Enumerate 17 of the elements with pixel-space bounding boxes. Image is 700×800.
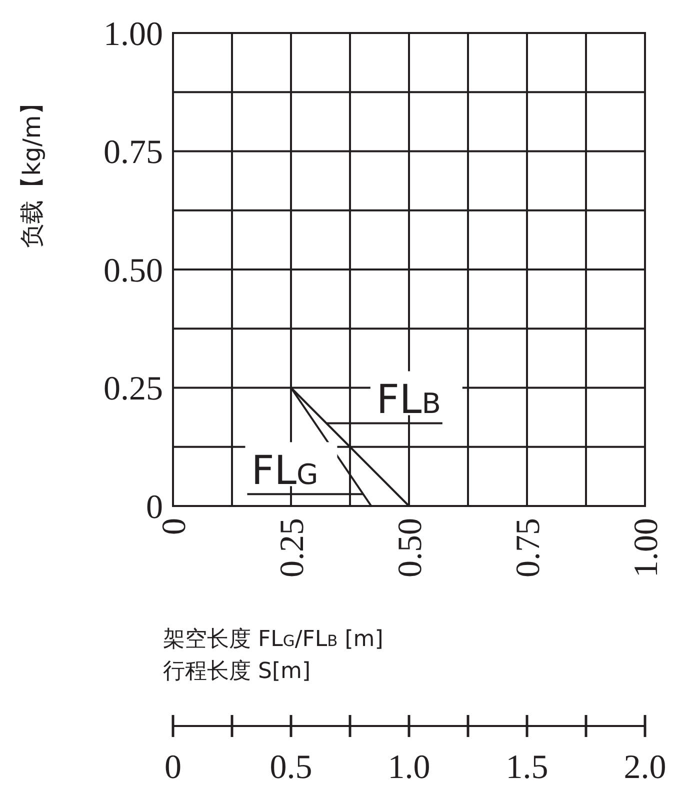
x2-tick-label: 2.0 <box>624 749 666 786</box>
series-label: FLG <box>251 448 318 494</box>
x2-axis-title: 行程长度 S[m] <box>163 659 311 684</box>
y-tick-label: 0.75 <box>104 134 163 172</box>
x-tick-label: 1.00 <box>628 518 665 578</box>
x-tick-label: 0.75 <box>510 518 547 578</box>
x-tick-label: 0.50 <box>392 518 429 578</box>
y-axis-title: 负载【kg/m】 <box>18 91 46 248</box>
y-tick-label: 0.50 <box>104 252 163 290</box>
x2-tick-label: 1.5 <box>506 749 548 786</box>
x2-tick-label: 1.0 <box>388 749 430 786</box>
x-tick-label: 0.25 <box>274 518 311 578</box>
series-label: FLB <box>376 377 441 424</box>
x2-tick-label: 0.5 <box>270 749 312 786</box>
y-tick-label: 1.00 <box>104 16 163 53</box>
x-axis-title: 架空长度 FLG/FLB [m] <box>163 627 384 652</box>
y-tick-label: 0.25 <box>104 370 163 408</box>
